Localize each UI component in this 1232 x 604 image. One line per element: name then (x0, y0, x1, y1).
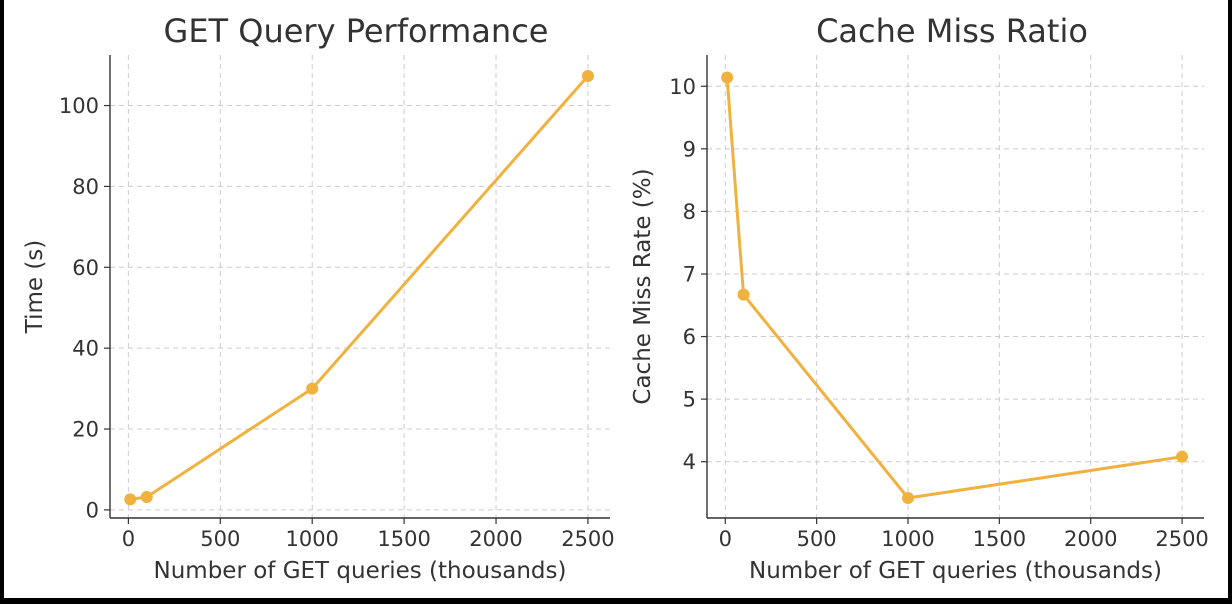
x-tick-label: 0 (122, 527, 135, 551)
x-tick-label: 0 (719, 527, 732, 551)
y-tick-label: 20 (72, 418, 99, 442)
x-tick-label: 1500 (377, 527, 430, 551)
grid (707, 55, 1204, 518)
figure-canvas: 0 500 1000 1500 2000 2500 0 20 40 60 80 100 GET Quer… (4, 0, 1228, 598)
x-tick-label: 2000 (1064, 527, 1117, 551)
x-tick-label: 1000 (285, 527, 338, 551)
x-tick-label: 2500 (1155, 527, 1208, 551)
y-tick-label: 10 (669, 75, 696, 99)
chart-cache-miss-ratio: 0 500 1000 1500 2000 2500 4 5 6 7 8 9 10 Cache Miss R… (630, 12, 1209, 584)
y-tick-label: 9 (683, 137, 696, 161)
series-line (725, 77, 1183, 500)
x-tick-label: 1500 (973, 527, 1026, 551)
data-point (124, 493, 137, 506)
y-tick-label: 7 (683, 262, 696, 286)
series-line (129, 75, 590, 501)
data-point (581, 70, 594, 83)
x-tick-label: 500 (200, 527, 240, 551)
chart-title: GET Query Performance (164, 12, 549, 50)
y-tick-label: 5 (683, 388, 696, 412)
grid (110, 55, 610, 518)
x-axis-label: Number of GET queries (thousands) (154, 558, 567, 584)
x-tick-label: 2500 (561, 527, 614, 551)
data-point (721, 71, 734, 84)
data-point (306, 382, 319, 395)
data-point (901, 491, 914, 504)
y-tick-label: 8 (683, 200, 696, 224)
data-point (140, 490, 153, 503)
x-axis-label: Number of GET queries (thousands) (749, 558, 1162, 584)
x-tick-label: 2000 (469, 527, 522, 551)
chart-get-query-performance: 0 500 1000 1500 2000 2500 0 20 40 60 80 100 GET Quer… (22, 12, 615, 584)
x-tick-label: 500 (797, 527, 837, 551)
chart-title: Cache Miss Ratio (816, 12, 1088, 50)
y-tick-label: 40 (72, 337, 99, 361)
y-tick-label: 4 (683, 450, 696, 474)
y-tick-label: 60 (72, 256, 99, 280)
y-axis-label: Cache Miss Rate (%) (630, 168, 656, 404)
y-axis-label: Time (s) (22, 240, 48, 335)
data-point (1176, 450, 1189, 463)
y-tick-label: 0 (86, 498, 99, 522)
y-tick-label: 80 (72, 175, 99, 199)
y-tick-label: 6 (683, 325, 696, 349)
y-tick-label: 100 (59, 94, 99, 118)
data-point (737, 288, 750, 301)
x-tick-label: 1000 (881, 527, 934, 551)
